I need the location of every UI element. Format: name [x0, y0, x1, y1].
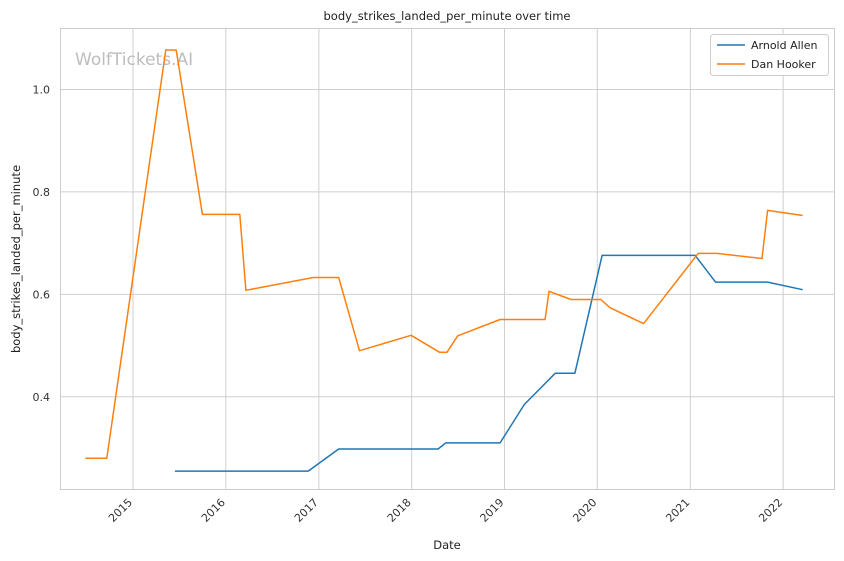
tick-labels: 2015 2016 2017 2018 2019 2020 2021 2022 0.4 0.6 0.… — [33, 83, 786, 524]
legend: Arnold Allen Dan Hooker — [710, 34, 829, 76]
legend-label: Dan Hooker — [751, 58, 816, 71]
y-tick-label: 0.8 — [33, 186, 51, 199]
x-tick-label: 2019 — [478, 496, 507, 525]
y-axis-label: body_strikes_landed_per_minute — [9, 165, 23, 353]
legend-label: Arnold Allen — [751, 39, 817, 52]
series-layer — [85, 49, 803, 472]
plot-frame — [60, 28, 835, 490]
x-axis-label: Date — [433, 538, 461, 552]
x-tick-label: 2020 — [570, 496, 599, 525]
x-tick-label: 2016 — [199, 496, 228, 525]
y-tick-label: 0.4 — [33, 391, 51, 404]
series-line-dan-hooker — [85, 49, 803, 460]
x-tick-label: 2015 — [106, 496, 135, 525]
x-tick-label: 2018 — [385, 496, 414, 525]
y-tick-label: 0.6 — [33, 288, 51, 301]
series-line-arnold-allen — [174, 254, 803, 472]
y-tick-label: 1.0 — [33, 83, 51, 96]
watermark: WolfTickets.AI — [75, 50, 193, 70]
grid — [60, 28, 834, 489]
x-tick-label: 2021 — [663, 496, 692, 525]
chart-title: body_strikes_landed_per_minute over time — [324, 9, 571, 23]
x-tick-label: 2017 — [292, 496, 321, 525]
x-tick-label: 2022 — [756, 496, 785, 525]
